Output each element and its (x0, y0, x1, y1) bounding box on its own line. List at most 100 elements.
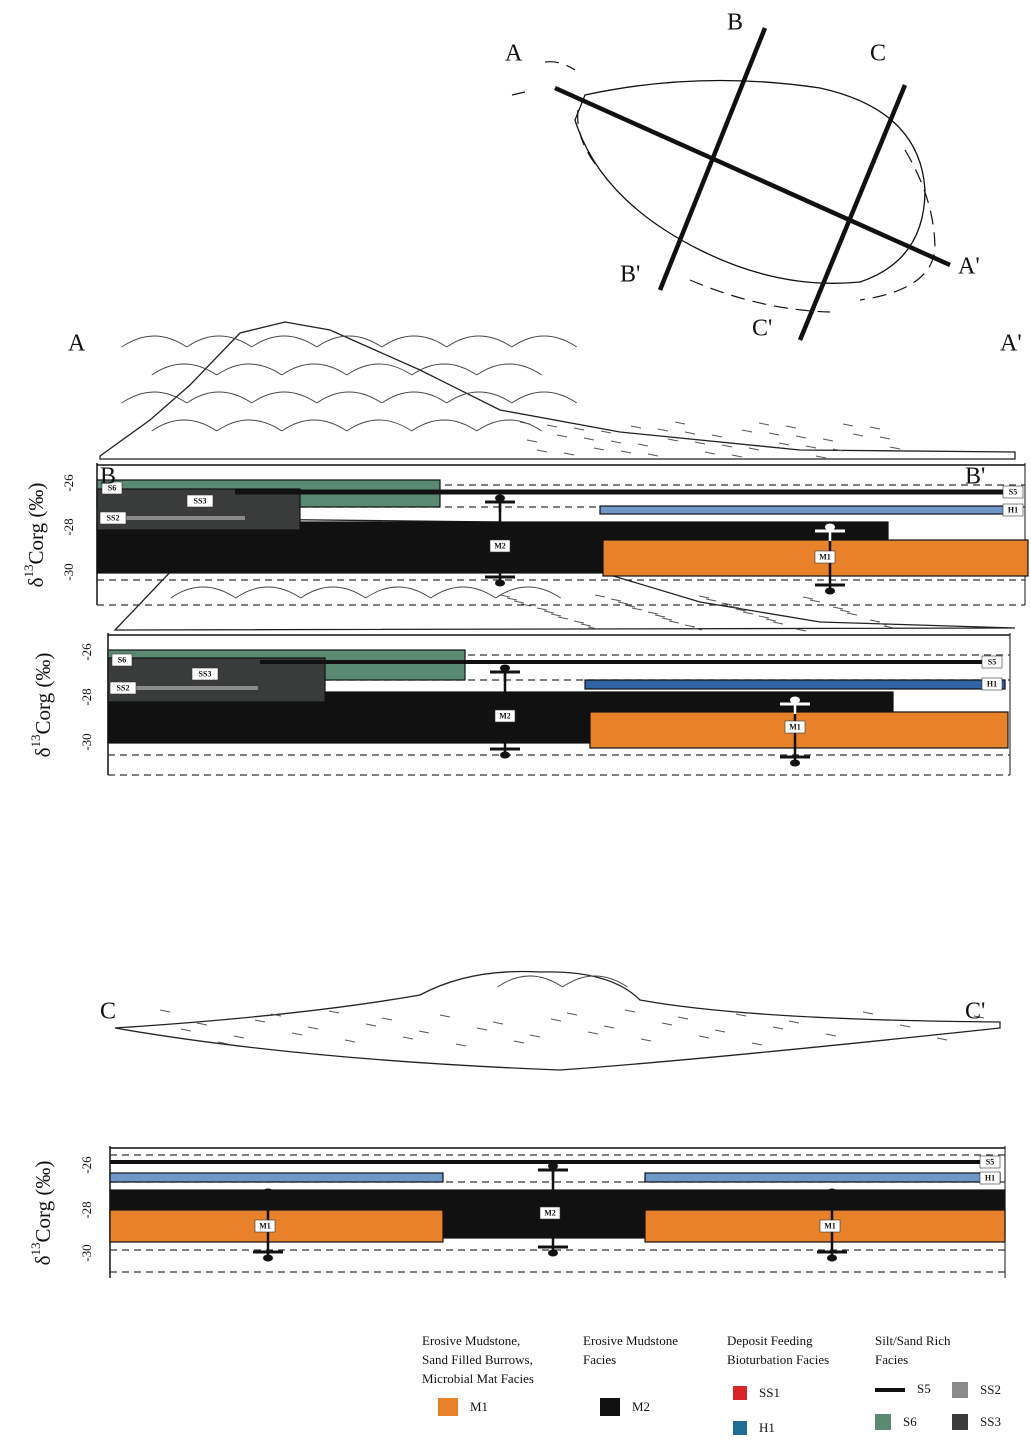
facies-label: H1 (1008, 505, 1018, 514)
axis-label: δ13Corg (‰) (28, 1161, 55, 1266)
facies-label: S6 (118, 655, 126, 664)
facies-label: M1 (259, 1221, 271, 1230)
axis-label: δ13Corg (‰) (28, 653, 55, 758)
facies-label: M2 (499, 711, 511, 720)
legend-label: SS1 (759, 1385, 780, 1400)
y-tick-label: -28 (79, 1201, 94, 1218)
map-label: B' (620, 262, 640, 288)
facies-label: M1 (789, 722, 801, 731)
axis-label-sup: 13 (21, 564, 36, 577)
axis-label-sup: 13 (28, 1242, 43, 1255)
range-dot (827, 1255, 837, 1262)
axis-label-prefix: δ (31, 1255, 55, 1265)
map-outline (575, 80, 925, 283)
facies-bar (645, 1173, 1000, 1182)
legend-title: Facies (583, 1352, 616, 1367)
legend-swatch (733, 1386, 747, 1400)
y-tick-label: -30 (61, 563, 76, 580)
legend-label: SS3 (980, 1414, 1001, 1429)
legend-swatch (952, 1382, 968, 1398)
figure: A B C A' B' C' AA'δ13Corg (‰)-26-28-30S6… (0, 0, 1031, 1441)
range-dot (790, 760, 800, 767)
facies-label: M1 (819, 552, 831, 561)
facies-bar (585, 680, 1005, 689)
range-dot (500, 752, 510, 759)
facies-label: SS2 (117, 683, 130, 692)
dune-outline (100, 322, 1015, 459)
range-dot (263, 1255, 273, 1262)
axis-label-prefix: δ (24, 577, 48, 587)
facies-label: H1 (985, 1173, 995, 1182)
section-start-label: A (68, 331, 86, 357)
legend-label: M1 (470, 1399, 488, 1414)
map-label: A' (958, 254, 980, 280)
y-tick-label: -30 (79, 733, 94, 750)
facies-label: SS3 (199, 669, 212, 678)
section-start-label: B (100, 464, 116, 490)
facies-label: H1 (987, 679, 997, 688)
y-tick-label: -26 (79, 643, 94, 661)
facies-label: S5 (1009, 487, 1017, 496)
axis-label-sup: 13 (28, 734, 43, 747)
axis-label-prefix: δ (31, 747, 55, 757)
axis-label: δ13Corg (‰) (21, 483, 48, 588)
range-dot (500, 665, 510, 672)
axis-label-main: Corg (‰) (24, 483, 48, 565)
range-dot (827, 1189, 837, 1196)
facies-label: S5 (986, 1157, 994, 1166)
legend-title: Microbial Mat Facies (422, 1371, 534, 1386)
facies-label: M1 (824, 1221, 836, 1230)
legend-label: M2 (632, 1399, 650, 1414)
legend-title: Facies (875, 1352, 908, 1367)
legend-title: Bioturbation Facies (727, 1352, 829, 1367)
facies-bar (110, 1173, 443, 1182)
range-dot (825, 524, 835, 531)
legend-title: Erosive Mudstone (583, 1333, 678, 1348)
facies-label: M2 (494, 541, 506, 550)
range-dot (495, 580, 505, 587)
range-dot (548, 1163, 558, 1170)
transect-line (800, 85, 905, 340)
legend-title: Erosive Mudstone, (422, 1333, 520, 1348)
axis-label-main: Corg (‰) (31, 653, 55, 735)
legend-label: H1 (759, 1420, 775, 1435)
map-label: C' (752, 316, 772, 342)
y-tick-label: -26 (79, 1156, 94, 1174)
legend-label: S6 (903, 1414, 917, 1429)
map-label: C (870, 41, 886, 67)
y-tick-label: -26 (61, 474, 76, 492)
y-tick-label: -28 (61, 518, 76, 535)
legend-swatch (438, 1398, 458, 1416)
legend-label: SS2 (980, 1382, 1001, 1397)
facies-bar (600, 506, 1015, 514)
location-map (512, 28, 950, 340)
legend-swatch (952, 1414, 968, 1430)
transect-line (660, 28, 765, 290)
map-label: B (727, 10, 743, 36)
facies-bar (110, 1210, 443, 1242)
legend-swatch (600, 1398, 620, 1416)
facies-label: SS2 (107, 513, 120, 522)
section-end-label: B' (965, 464, 985, 490)
facies-label: S5 (988, 657, 996, 666)
section-end-label: C' (965, 999, 985, 1025)
range-dot (495, 495, 505, 502)
y-tick-label: -28 (79, 688, 94, 705)
facies-label: SS3 (194, 496, 207, 505)
legend-swatch (875, 1414, 891, 1430)
range-dot (548, 1250, 558, 1257)
section-start-label: C (100, 999, 116, 1025)
axis-label-main: Corg (‰) (31, 1161, 55, 1243)
legend-label: S5 (917, 1381, 931, 1396)
legend-swatch (733, 1421, 747, 1435)
legend-title: Deposit Feeding (727, 1333, 813, 1348)
range-dot (263, 1189, 273, 1196)
section-end-label: A' (1000, 331, 1022, 357)
facies-label: M2 (544, 1208, 556, 1217)
y-tick-label: -30 (79, 1244, 94, 1261)
range-dot (790, 697, 800, 704)
legend-title: Silt/Sand Rich (875, 1333, 951, 1348)
map-label: A (505, 41, 523, 67)
range-dot (825, 588, 835, 595)
legend-title: Sand Filled Burrows, (422, 1352, 533, 1367)
